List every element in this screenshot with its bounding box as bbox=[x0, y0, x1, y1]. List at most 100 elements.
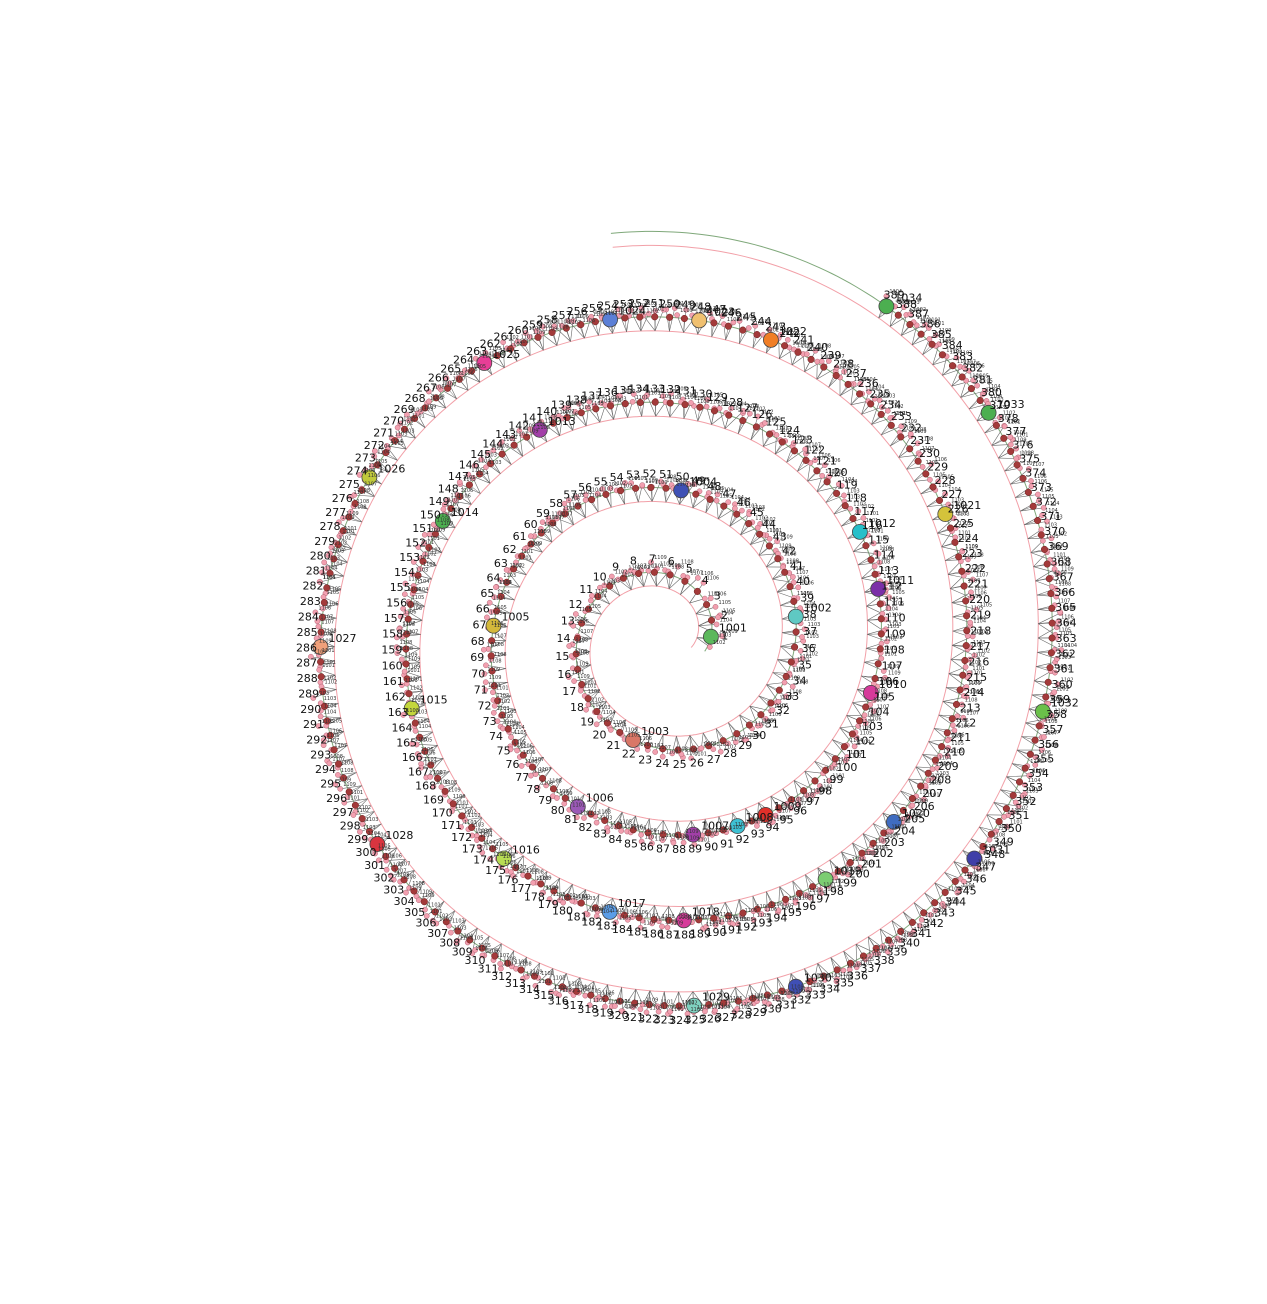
leaf-edge bbox=[1028, 708, 1042, 724]
leaf-edge bbox=[903, 911, 920, 926]
leaf-edge bbox=[416, 731, 433, 745]
leaf-edge bbox=[487, 452, 501, 474]
leaf-edge bbox=[1033, 566, 1059, 574]
node-number-label: 353 bbox=[1022, 781, 1043, 794]
leaf-edge bbox=[864, 661, 884, 672]
leaf-edge bbox=[852, 842, 860, 868]
leaf-edge bbox=[610, 488, 612, 508]
leaf-label: 1105 bbox=[933, 473, 946, 479]
node-number-label: 366 bbox=[1054, 586, 1075, 599]
spiral-node bbox=[781, 568, 789, 576]
leaf-edge bbox=[1015, 494, 1038, 498]
leaf-edge bbox=[1030, 552, 1051, 560]
leaf-edge bbox=[867, 634, 888, 642]
node-number-label: 86 bbox=[640, 841, 654, 854]
leaf-edge bbox=[418, 546, 437, 566]
node-number-label: 289 bbox=[298, 688, 319, 701]
leaf-edge bbox=[934, 882, 958, 893]
spiral-node bbox=[752, 423, 760, 431]
leaf-label: 1108 bbox=[489, 658, 502, 664]
node-number-label: 347 bbox=[975, 861, 996, 874]
leaf-edge bbox=[1030, 540, 1044, 553]
leaf-edge bbox=[596, 806, 610, 823]
leaf-label: 1105 bbox=[594, 310, 607, 316]
leaf-edge bbox=[950, 588, 972, 598]
leaf-edge bbox=[606, 807, 610, 828]
leaf-edge bbox=[942, 701, 964, 718]
node-number-label: 160 bbox=[382, 659, 403, 672]
leaf-edge bbox=[426, 758, 444, 778]
leaf-edge bbox=[640, 818, 650, 835]
leaf-edge bbox=[716, 500, 719, 519]
leaf-label: 1103 bbox=[747, 404, 760, 410]
node-number-label: 23 bbox=[638, 753, 652, 766]
spiral-node bbox=[651, 398, 659, 406]
leaf-edge bbox=[728, 722, 737, 743]
leaf-label: 1103 bbox=[327, 555, 340, 561]
leaf-label: 1109 bbox=[783, 433, 796, 439]
leaf-edge bbox=[436, 910, 455, 924]
leaf-edge bbox=[522, 957, 527, 979]
spiral-node bbox=[962, 642, 970, 650]
leaf-edge bbox=[406, 683, 423, 692]
leaf-edge bbox=[578, 981, 594, 993]
leaf-edge bbox=[530, 535, 543, 553]
spiral-node bbox=[931, 899, 939, 907]
leaf-edge bbox=[485, 665, 506, 669]
leaf-edge bbox=[642, 905, 655, 921]
spiral-node bbox=[811, 777, 819, 785]
hub-node bbox=[787, 608, 804, 625]
leaf-edge bbox=[340, 785, 362, 790]
leaf-label: 1104 bbox=[582, 986, 595, 992]
leaf-label: 1102 bbox=[615, 570, 628, 576]
leaf-edge bbox=[946, 687, 965, 697]
leaf-edge bbox=[770, 795, 788, 805]
leaf-label: 1104 bbox=[419, 724, 432, 730]
leaf-edge bbox=[766, 891, 768, 910]
node-number-label: 168 bbox=[415, 780, 436, 793]
leaf-edge bbox=[500, 709, 516, 727]
leaf-label: 1107 bbox=[433, 770, 446, 776]
node-number-label: 30 bbox=[752, 729, 766, 742]
leaf-label: 1106 bbox=[368, 473, 381, 479]
leaf-label: 1106 bbox=[523, 750, 536, 756]
spiral-node bbox=[908, 918, 916, 926]
leaf-edge bbox=[832, 739, 848, 758]
leaf-edge bbox=[610, 719, 626, 731]
node-number-label: 205 bbox=[904, 813, 925, 826]
leaf-edge bbox=[390, 870, 415, 876]
leaf-edge bbox=[587, 407, 601, 423]
leaf-label: 1108 bbox=[494, 652, 507, 658]
leaf-edge bbox=[618, 395, 628, 418]
leaf-label: 1108 bbox=[341, 768, 354, 774]
leaf-edge bbox=[318, 725, 344, 732]
leaf-edge bbox=[683, 402, 692, 419]
leaf-edge bbox=[599, 404, 606, 423]
spiral-node bbox=[963, 627, 971, 635]
leaf-edge bbox=[500, 950, 515, 969]
node-number-label: 206 bbox=[914, 800, 935, 813]
leaf-edge bbox=[950, 575, 965, 589]
node-number-label: 360 bbox=[1052, 678, 1073, 691]
leaf-edge bbox=[449, 383, 469, 391]
spiral-node bbox=[823, 478, 831, 486]
spiral-node bbox=[961, 656, 969, 665]
node-number-label: 370 bbox=[1044, 525, 1065, 538]
leaf-label: 1107 bbox=[398, 861, 411, 867]
leaf-edge bbox=[960, 390, 985, 398]
leaf-label: 1108 bbox=[672, 565, 685, 571]
node-number-label: 85 bbox=[624, 838, 638, 851]
leaf-edge bbox=[1011, 763, 1030, 776]
leaf-node bbox=[320, 594, 327, 600]
hub-label: 1016 bbox=[512, 844, 540, 857]
leaf-edge bbox=[934, 882, 943, 904]
node-number-label: 83 bbox=[593, 828, 607, 841]
leaf-label: 1103 bbox=[454, 926, 467, 932]
leaf-edge bbox=[493, 695, 512, 714]
leaf-edge bbox=[499, 943, 502, 964]
leaf-edge bbox=[643, 315, 656, 331]
leaf-edge bbox=[805, 874, 811, 898]
leaf-edge bbox=[908, 778, 917, 797]
spiral-node bbox=[877, 410, 885, 418]
spiral-node bbox=[781, 342, 789, 350]
